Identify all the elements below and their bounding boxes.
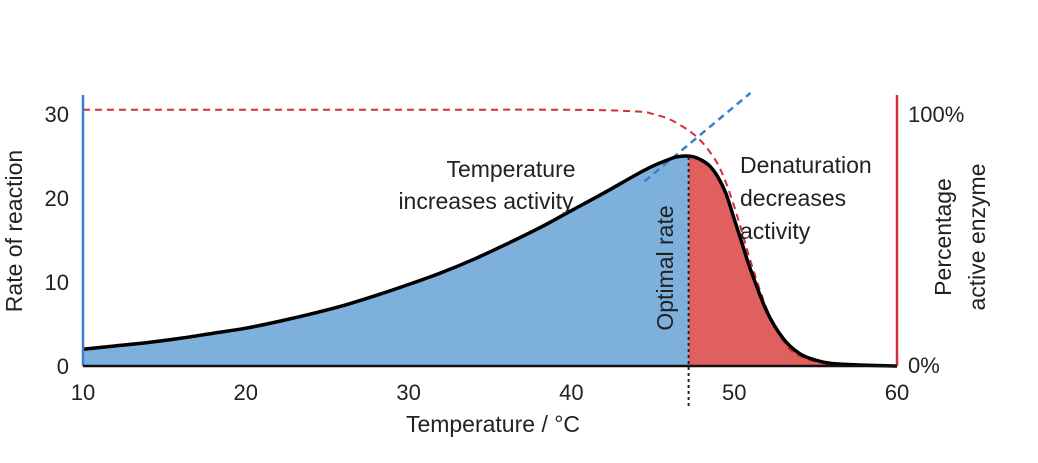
x-tick-label-50: 50 bbox=[722, 380, 746, 405]
annotation-optimal-rate: Optimal rate bbox=[652, 205, 678, 330]
y2-tick-label-bottom: 0% bbox=[908, 353, 940, 378]
annotation-decrease-line3: activity bbox=[740, 218, 811, 244]
annotation-decrease-line2: decreases bbox=[740, 185, 846, 211]
x-tick-label-60: 60 bbox=[885, 380, 909, 405]
y-tick-label-20: 20 bbox=[45, 186, 69, 211]
y2-axis-title-line2: active enzyme bbox=[964, 163, 990, 310]
series-active-enzyme-line bbox=[83, 108, 898, 367]
y-axis-title: Rate of reaction bbox=[1, 150, 27, 312]
y2-axis-title-line1: Percentage bbox=[930, 178, 956, 296]
y2-tick-label-top: 100% bbox=[908, 102, 964, 127]
x-tick-label-40: 40 bbox=[559, 380, 583, 405]
x-tick-label-30: 30 bbox=[396, 380, 420, 405]
series-rate-curve bbox=[82, 154, 898, 368]
annotation-increase-line1: Temperature bbox=[446, 156, 575, 182]
y-tick-label-0: 0 bbox=[57, 354, 69, 379]
area-above-optimum bbox=[688, 156, 897, 366]
x-tick-label-20: 20 bbox=[234, 380, 258, 405]
y-tick-label-10: 10 bbox=[45, 270, 69, 295]
x-tick-label-10: 10 bbox=[71, 380, 95, 405]
annotation-increase-line2: increases activity bbox=[398, 188, 574, 214]
annotation-decrease-line1: Denaturation bbox=[740, 152, 872, 178]
x-axis-title: Temperature / °C bbox=[406, 411, 580, 437]
trend-extrapolation-line bbox=[643, 92, 752, 183]
area-below-optimum bbox=[83, 156, 689, 366]
y-tick-label-30: 30 bbox=[45, 102, 69, 127]
